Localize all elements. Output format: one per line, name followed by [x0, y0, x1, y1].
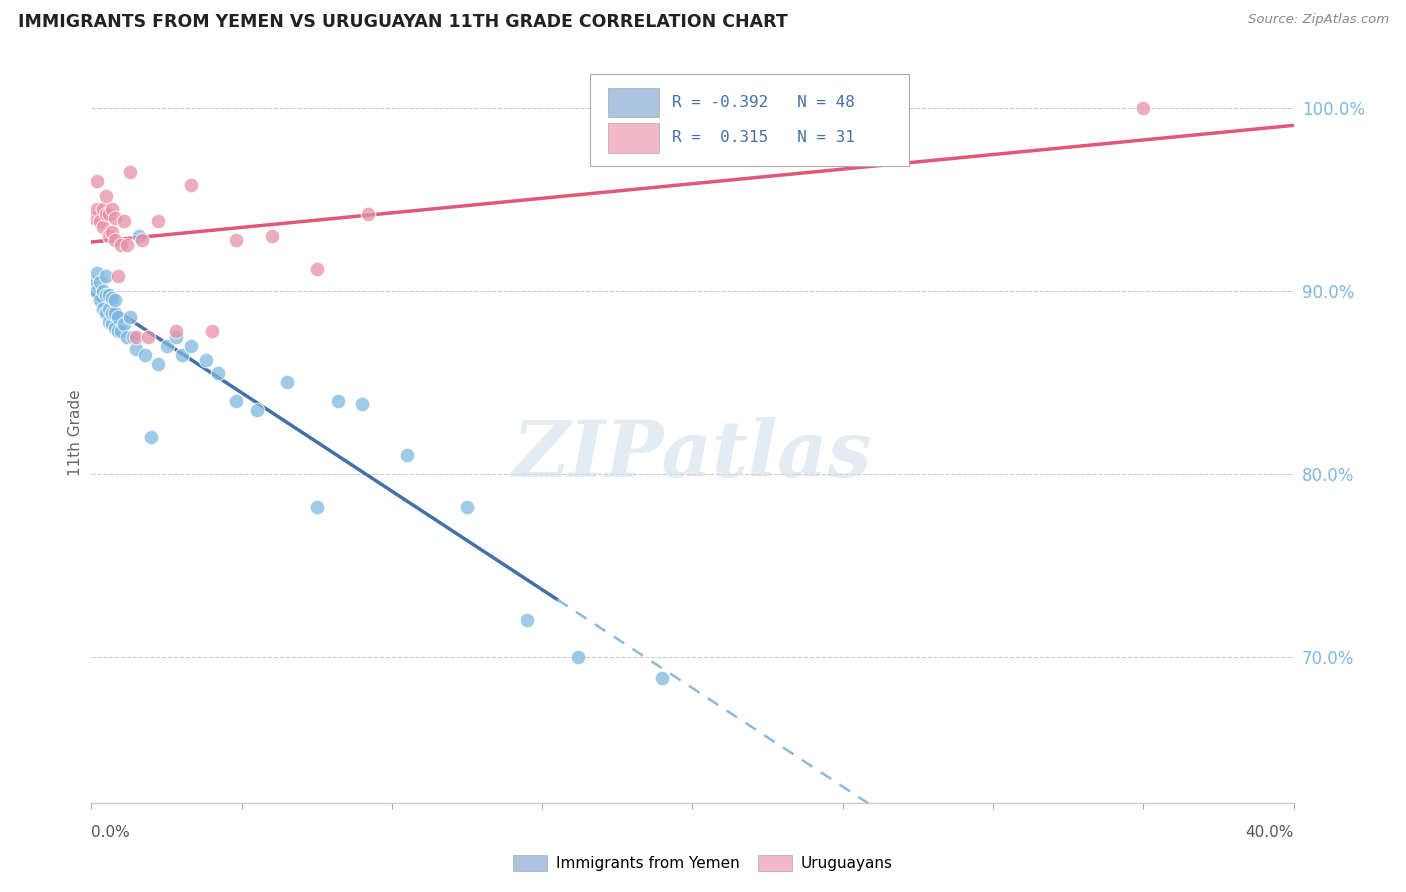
Point — [96, 287, 118, 301]
Point — [98, 287, 121, 301]
Point — [120, 165, 142, 179]
Point — [107, 324, 129, 338]
Point — [260, 229, 283, 244]
Point — [165, 329, 187, 343]
Point — [104, 211, 127, 225]
Point — [120, 310, 142, 324]
Point — [516, 613, 538, 627]
Point — [98, 229, 121, 244]
Point — [165, 324, 187, 338]
Text: Source: ZipAtlas.com: Source: ZipAtlas.com — [1249, 13, 1389, 27]
Point — [98, 315, 121, 329]
Point — [104, 306, 127, 320]
Point — [207, 366, 229, 380]
Point — [194, 353, 217, 368]
Point — [128, 229, 150, 244]
Point — [86, 284, 108, 298]
Point — [125, 329, 148, 343]
Point — [326, 393, 349, 408]
Point — [131, 233, 153, 247]
Point — [141, 430, 163, 444]
Point — [110, 324, 132, 338]
Text: IMMIGRANTS FROM YEMEN VS URUGUAYAN 11TH GRADE CORRELATION CHART: IMMIGRANTS FROM YEMEN VS URUGUAYAN 11TH … — [18, 13, 787, 31]
Point — [276, 376, 298, 390]
Point — [180, 339, 202, 353]
Point — [101, 291, 124, 305]
Point — [305, 500, 328, 514]
Point — [125, 343, 148, 357]
Point — [98, 302, 121, 317]
Point — [350, 397, 373, 411]
Point — [357, 207, 380, 221]
Point — [96, 306, 118, 320]
Point — [107, 310, 129, 324]
Point — [246, 402, 269, 417]
Text: R =  0.315   N = 31: R = 0.315 N = 31 — [672, 130, 855, 145]
Point — [114, 317, 136, 331]
Point — [170, 348, 193, 362]
Point — [101, 202, 124, 216]
Point — [83, 275, 105, 289]
Text: 40.0%: 40.0% — [1246, 825, 1294, 840]
Point — [89, 214, 111, 228]
Point — [395, 449, 418, 463]
Point — [225, 233, 247, 247]
Text: 0.0%: 0.0% — [91, 825, 131, 840]
Point — [201, 324, 224, 338]
Point — [117, 238, 139, 252]
Point — [101, 317, 124, 331]
Point — [567, 649, 589, 664]
Point — [93, 302, 115, 317]
Point — [93, 284, 115, 298]
Point — [107, 269, 129, 284]
Point — [96, 189, 118, 203]
Point — [122, 329, 145, 343]
Point — [86, 202, 108, 216]
Point — [225, 393, 247, 408]
Text: ZIPatlas: ZIPatlas — [513, 417, 872, 493]
Point — [101, 226, 124, 240]
Point — [456, 500, 478, 514]
Point — [155, 339, 177, 353]
Point — [117, 329, 139, 343]
Point — [146, 357, 169, 371]
Point — [104, 233, 127, 247]
Point — [96, 269, 118, 284]
Point — [86, 174, 108, 188]
Point — [305, 262, 328, 277]
Point — [89, 293, 111, 307]
Point — [93, 219, 115, 234]
Point — [93, 202, 115, 216]
FancyBboxPatch shape — [609, 123, 659, 153]
Point — [651, 672, 673, 686]
Y-axis label: 11th Grade: 11th Grade — [67, 389, 83, 476]
Point — [104, 320, 127, 334]
FancyBboxPatch shape — [609, 87, 659, 117]
Point — [146, 214, 169, 228]
FancyBboxPatch shape — [591, 73, 908, 166]
Legend: Immigrants from Yemen, Uruguayans: Immigrants from Yemen, Uruguayans — [508, 849, 898, 877]
Point — [104, 293, 127, 307]
Point — [138, 329, 160, 343]
Point — [101, 306, 124, 320]
Point — [96, 207, 118, 221]
Point — [83, 211, 105, 225]
Point — [89, 275, 111, 289]
Text: R = -0.392   N = 48: R = -0.392 N = 48 — [672, 95, 855, 110]
Point — [134, 348, 156, 362]
Point — [86, 266, 108, 280]
Point — [180, 178, 202, 192]
Point — [114, 214, 136, 228]
Point — [98, 207, 121, 221]
Point — [110, 238, 132, 252]
Point — [1132, 101, 1154, 115]
